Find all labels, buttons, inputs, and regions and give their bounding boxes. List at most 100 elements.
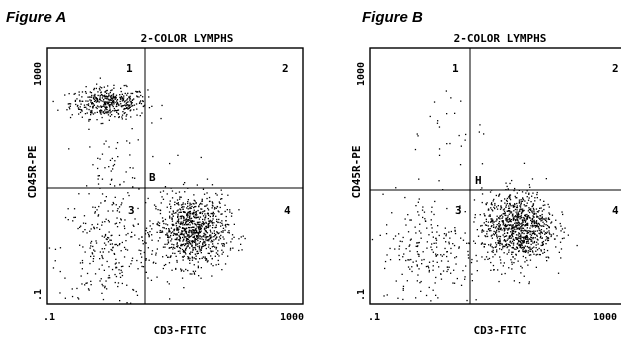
chart-b-point-1193 — [511, 234, 513, 236]
chart-b-point-212 — [426, 247, 428, 249]
chart-a-point-284 — [100, 122, 102, 125]
chart-b-gate-label: H — [475, 174, 482, 187]
chart-b-point-7 — [465, 133, 467, 136]
chart-b-point-324 — [524, 261, 526, 263]
chart-b-point-378 — [509, 237, 511, 239]
chart-a-point-246 — [108, 110, 110, 112]
chart-a-point-438 — [103, 143, 105, 145]
chart-a-point-1103 — [180, 196, 182, 198]
chart-b-point-910 — [517, 242, 519, 244]
chart-a-point-382 — [91, 102, 93, 104]
chart-b-point-272 — [526, 223, 529, 225]
chart-a-point-1613 — [231, 238, 233, 240]
chart-b-point-538 — [548, 206, 550, 208]
chart-b-point-976 — [538, 223, 541, 225]
chart-b-point-197 — [417, 274, 419, 276]
chart-b-point-544 — [552, 233, 555, 235]
chart-a-point-607 — [100, 278, 102, 280]
chart-b-point-708 — [520, 204, 522, 206]
chart-b-point-102 — [420, 237, 422, 239]
chart-b-point-136 — [418, 255, 420, 257]
chart-a-point-1505 — [203, 193, 206, 195]
chart-a-point-996 — [198, 232, 200, 234]
chart-a-point-538 — [142, 266, 145, 268]
chart-a-point-1564 — [191, 244, 193, 246]
chart-b-point-186 — [419, 223, 421, 225]
chart-a-point-1562 — [145, 202, 147, 204]
chart-a-point-645 — [92, 258, 95, 260]
chart-a-point-1600 — [195, 231, 198, 233]
chart-b-point-636 — [508, 244, 510, 246]
chart-a-point-584 — [115, 222, 118, 224]
chart-b-point-227 — [422, 251, 424, 253]
chart-a-point-1621 — [189, 262, 191, 264]
chart-a-point-1504 — [209, 238, 211, 240]
chart-a-point-859 — [199, 226, 201, 228]
chart-a-point-409 — [125, 105, 127, 107]
chart-a-point-1205 — [175, 234, 177, 236]
chart-b-point-1031 — [526, 231, 528, 233]
chart-b-point-764 — [496, 208, 499, 210]
chart-a-point-535 — [110, 239, 112, 241]
chart-b-point-1097 — [522, 219, 524, 222]
chart-a-point-1178 — [218, 211, 220, 213]
chart-a-point-1429 — [204, 241, 206, 243]
chart-a-point-1184 — [195, 205, 197, 208]
chart-b-point-874 — [547, 239, 549, 242]
chart-b-point-805 — [523, 247, 525, 250]
chart-b-point-679 — [513, 239, 515, 241]
chart-b-point-87 — [433, 242, 435, 244]
chart-a-point-135 — [116, 109, 119, 111]
chart-a-point-876 — [182, 234, 184, 236]
chart-a-gate-label: B — [149, 171, 156, 184]
chart-a-point-390 — [99, 94, 101, 97]
chart-a-point-1183 — [171, 190, 174, 192]
chart-b-point-886 — [542, 243, 544, 245]
chart-b-point-775 — [533, 216, 535, 218]
chart-a-point-288 — [89, 118, 91, 121]
chart-b-point-334 — [496, 234, 498, 236]
chart-b-point-1196 — [534, 200, 536, 202]
chart-b-point-748 — [516, 202, 518, 205]
chart-a-point-1195 — [177, 219, 179, 221]
chart-b-point-290 — [538, 217, 540, 219]
chart-a-point-206 — [79, 108, 81, 110]
chart-a-point-73 — [112, 98, 114, 100]
chart-b-point-717 — [531, 233, 534, 235]
chart-a-point-1223 — [178, 220, 180, 223]
chart-a-point-340 — [103, 105, 105, 107]
chart-b-point-4 — [414, 148, 417, 151]
chart-a-point-882 — [176, 202, 178, 205]
chart-a-point-545 — [115, 258, 117, 260]
chart-a-point-667 — [105, 196, 107, 198]
chart-b-point-488 — [544, 232, 547, 234]
chart-a-point-974 — [193, 203, 195, 205]
chart-a-point-127 — [123, 95, 125, 97]
chart-a-point-217 — [148, 96, 150, 98]
chart-b-point-876 — [491, 225, 493, 227]
chart-a-point-904 — [162, 246, 165, 248]
chart-a-point-398 — [98, 88, 101, 90]
chart-a-point-1048 — [177, 202, 179, 204]
chart-a-point-1198 — [195, 217, 197, 219]
chart-a-point-879 — [208, 222, 210, 225]
chart-b-point-1158 — [531, 222, 533, 225]
chart-a-point-30 — [120, 90, 122, 93]
chart-b-point-1129 — [500, 206, 502, 208]
chart-b-point-311 — [531, 211, 533, 213]
chart-b-point-1098 — [526, 238, 528, 240]
chart-a-point-1391 — [189, 252, 191, 255]
chart-b-point-699 — [529, 248, 531, 250]
chart-b-point-79 — [402, 298, 404, 301]
chart-b-point-550 — [516, 205, 518, 207]
chart-b-point-823 — [507, 228, 510, 230]
chart-b-point-143 — [443, 237, 445, 239]
chart-a-point-137 — [133, 98, 135, 100]
chart-a-point-1255 — [211, 275, 213, 277]
chart-b-point-1072 — [541, 210, 543, 212]
chart-a-point-595 — [149, 225, 151, 227]
chart-b-point-1102 — [526, 202, 528, 204]
chart-a-point-1308 — [186, 246, 188, 248]
chart-b-point-1117 — [506, 232, 509, 234]
chart-a-point-294 — [121, 116, 123, 118]
